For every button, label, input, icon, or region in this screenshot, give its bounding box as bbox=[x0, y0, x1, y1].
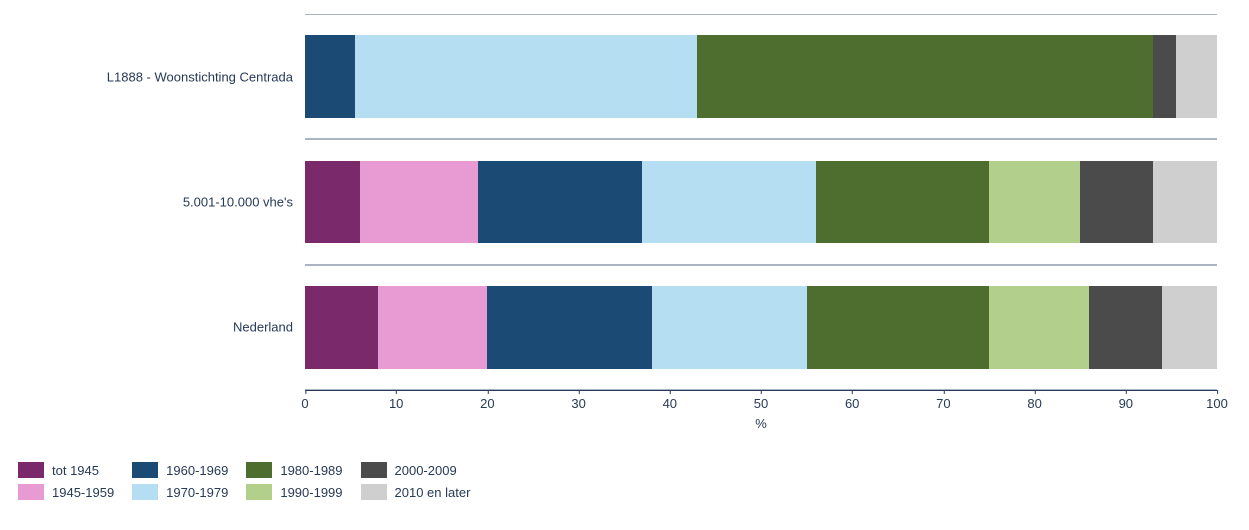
legend-label: 2000-2009 bbox=[395, 463, 457, 478]
legend-swatch bbox=[361, 462, 387, 478]
legend: tot 1945 1945-1959 1960-1969 1970-1979 1980-… bbox=[18, 462, 470, 500]
legend-label: 1970-1979 bbox=[166, 485, 228, 500]
bar-segment bbox=[305, 286, 378, 369]
bar-segment bbox=[1176, 35, 1217, 118]
x-tick: 60 bbox=[845, 390, 859, 411]
legend-swatch bbox=[246, 462, 272, 478]
bar-segment bbox=[478, 161, 642, 244]
x-tick: 0 bbox=[301, 390, 308, 411]
bar-segment bbox=[1089, 286, 1162, 369]
row-label: L1888 - Woonstichting Centrada bbox=[107, 69, 305, 84]
x-tick: 70 bbox=[936, 390, 950, 411]
bar-segment bbox=[1153, 35, 1176, 118]
x-tick: 10 bbox=[389, 390, 403, 411]
plot-area: L1888 - Woonstichting Centrada5.001-10.0… bbox=[305, 14, 1217, 390]
legend-item: 1970-1979 bbox=[132, 484, 228, 500]
legend-item: 1980-1989 bbox=[246, 462, 342, 478]
bar-segment bbox=[305, 161, 360, 244]
x-axis-title: % bbox=[755, 390, 767, 431]
bar-segment bbox=[697, 35, 1153, 118]
legend-label: tot 1945 bbox=[52, 463, 99, 478]
bar-segment bbox=[1153, 161, 1217, 244]
bar-segment bbox=[1080, 161, 1153, 244]
bar-segment bbox=[305, 35, 355, 118]
bar-segment bbox=[807, 286, 989, 369]
legend-label: 1945-1959 bbox=[52, 485, 114, 500]
bar-segment bbox=[355, 35, 697, 118]
x-tick: 90 bbox=[1119, 390, 1133, 411]
legend-item: tot 1945 bbox=[18, 462, 114, 478]
legend-label: 1980-1989 bbox=[280, 463, 342, 478]
legend-swatch bbox=[18, 462, 44, 478]
x-tick: 30 bbox=[571, 390, 585, 411]
stacked-bar-chart: L1888 - Woonstichting Centrada 5.001-10.0… bbox=[0, 0, 1249, 530]
bar-segment bbox=[989, 286, 1089, 369]
stacked-bar bbox=[305, 35, 1217, 118]
legend-swatch bbox=[361, 484, 387, 500]
legend-label: 2010 en later bbox=[395, 485, 471, 500]
legend-item: 1960-1969 bbox=[132, 462, 228, 478]
legend-item: 1945-1959 bbox=[18, 484, 114, 500]
x-tick: 80 bbox=[1027, 390, 1041, 411]
legend-swatch bbox=[132, 462, 158, 478]
bar-segment bbox=[816, 161, 989, 244]
x-axis-line bbox=[305, 390, 1217, 391]
legend-item: 1990-1999 bbox=[246, 484, 342, 500]
bar-segment bbox=[989, 161, 1080, 244]
bar-segment bbox=[652, 286, 807, 369]
x-tick: 100 bbox=[1206, 390, 1228, 411]
legend-swatch bbox=[246, 484, 272, 500]
legend-item: 2010 en later bbox=[361, 484, 471, 500]
stacked-bar bbox=[305, 286, 1217, 369]
stacked-bar bbox=[305, 161, 1217, 244]
row-label: 5.001-10.000 vhe's bbox=[183, 194, 305, 209]
legend-swatch bbox=[18, 484, 44, 500]
bar-segment bbox=[1162, 286, 1217, 369]
legend-label: 1960-1969 bbox=[166, 463, 228, 478]
legend-swatch bbox=[132, 484, 158, 500]
row-label: Nederland bbox=[233, 320, 305, 335]
legend-item: 2000-2009 bbox=[361, 462, 471, 478]
bar-segment bbox=[642, 161, 815, 244]
bar-segment bbox=[487, 286, 651, 369]
bar-segment bbox=[378, 286, 487, 369]
x-tick: 20 bbox=[480, 390, 494, 411]
bar-segment bbox=[360, 161, 479, 244]
x-tick: 40 bbox=[663, 390, 677, 411]
legend-label: 1990-1999 bbox=[280, 485, 342, 500]
